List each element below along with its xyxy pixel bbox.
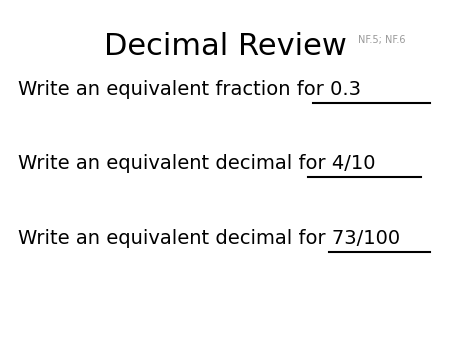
Text: NF.5; NF.6: NF.5; NF.6 [358, 35, 405, 46]
Text: Write an equivalent decimal for 4/10: Write an equivalent decimal for 4/10 [18, 154, 375, 173]
Text: Write an equivalent fraction for 0.3: Write an equivalent fraction for 0.3 [18, 80, 361, 99]
Text: Write an equivalent decimal for 73/100: Write an equivalent decimal for 73/100 [18, 229, 400, 248]
Text: Decimal Review: Decimal Review [104, 32, 346, 61]
